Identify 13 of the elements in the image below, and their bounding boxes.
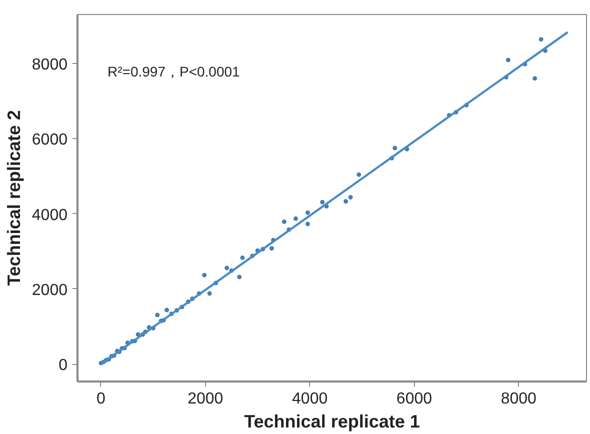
annotation: R²=0.997，P<0.0001 xyxy=(108,64,240,80)
y-tick-label: 8000 xyxy=(32,56,68,74)
y-axis-title: Technical replicate 2 xyxy=(4,110,24,286)
y-tick-label: 6000 xyxy=(32,132,68,149)
x-tick-label: 8000 xyxy=(500,390,537,408)
y-tick-label: 4000 xyxy=(32,206,68,224)
y-tick-label: 0 xyxy=(58,357,68,374)
y-tick-label: 2000 xyxy=(32,282,68,299)
x-tick-label: 4000 xyxy=(292,390,328,408)
x-tick-label: 6000 xyxy=(396,390,432,408)
x-tick-label: 0 xyxy=(96,390,106,408)
x-tick-label: 2000 xyxy=(188,390,224,408)
x-axis-title: Technical replicate 1 xyxy=(244,412,420,432)
